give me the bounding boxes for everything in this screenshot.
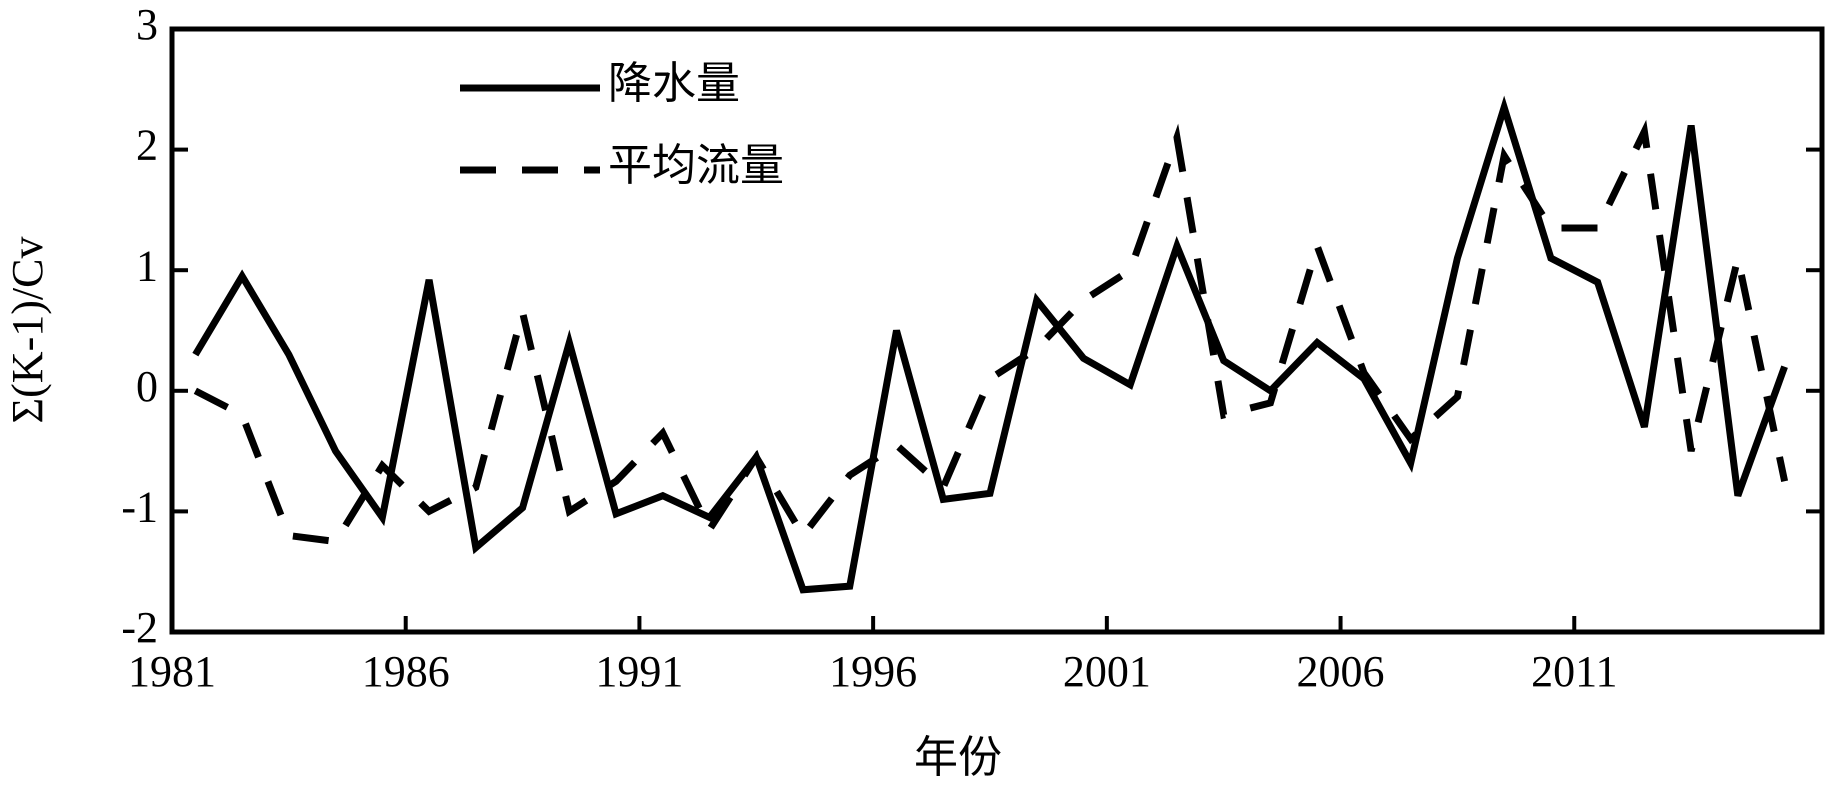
legend-label: 平均流量 xyxy=(608,141,784,190)
y-tick-label: 1 xyxy=(136,241,158,290)
x-tick-label: 2011 xyxy=(1531,647,1617,696)
x-axis-label: 年份 xyxy=(914,733,1002,782)
y-tick-label: -1 xyxy=(121,482,158,531)
y-tick-label: 0 xyxy=(136,362,158,411)
x-tick-label: 1991 xyxy=(595,647,683,696)
legend-label: 降水量 xyxy=(608,59,740,108)
x-tick-label: 2001 xyxy=(1063,647,1151,696)
x-tick-label: 1981 xyxy=(128,647,216,696)
y-tick-label: -2 xyxy=(121,603,158,652)
x-tick-label: 2006 xyxy=(1297,647,1385,696)
y-tick-label: 3 xyxy=(136,0,158,49)
y-tick-label: 2 xyxy=(136,121,158,170)
x-tick-label: 1996 xyxy=(829,647,917,696)
x-tick-label: 1986 xyxy=(362,647,450,696)
data-line xyxy=(192,95,1788,594)
plot-frame xyxy=(169,26,1825,635)
y-axis-label: Σ(K-1)/Cv xyxy=(3,237,52,424)
